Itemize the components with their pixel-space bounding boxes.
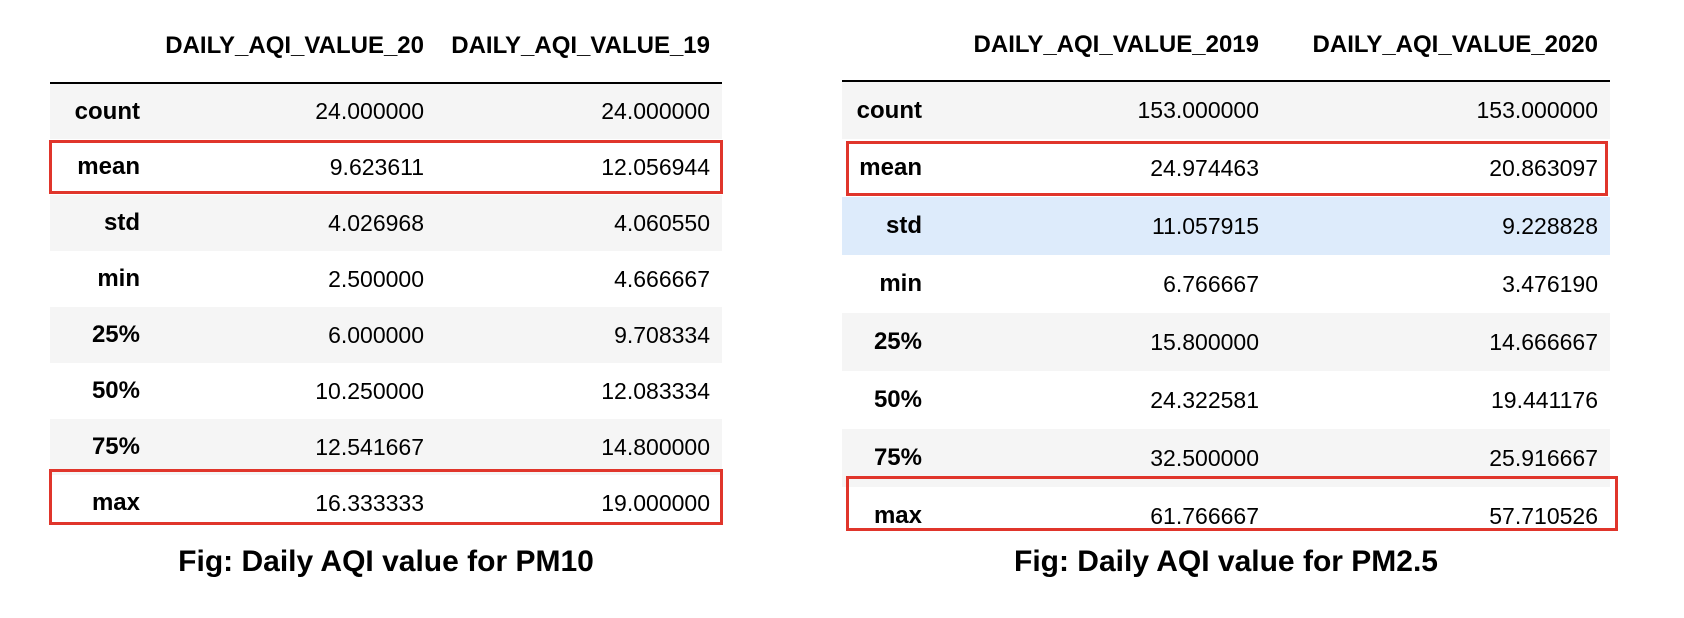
row-label: mean bbox=[859, 154, 922, 181]
column-header[interactable]: DAILY_AQI_VALUE_20 bbox=[150, 0, 436, 84]
table-cell: 57.710526 bbox=[1489, 502, 1598, 529]
pm25-stats-table: DAILY_AQI_VALUE_2019 DAILY_AQI_VALUE_202… bbox=[842, 0, 1610, 545]
row-label: mean bbox=[77, 153, 140, 180]
table-cell: 32.500000 bbox=[1150, 444, 1259, 471]
table-row-hovered[interactable]: std 11.057915 9.228828 bbox=[842, 197, 1610, 255]
row-label: std bbox=[104, 209, 140, 236]
table-cell: 10.250000 bbox=[315, 377, 424, 404]
table-cell: 6.766667 bbox=[1163, 270, 1259, 297]
table-cell: 24.974463 bbox=[1150, 154, 1259, 181]
row-label: count bbox=[856, 96, 922, 124]
table-cell: 12.541667 bbox=[315, 433, 424, 460]
row-label: min bbox=[879, 270, 922, 297]
table-cell: 4.026968 bbox=[328, 209, 424, 236]
pm25-caption: Fig: Daily AQI value for PM2.5 bbox=[1014, 545, 1438, 578]
table-row[interactable]: 25% 6.000000 9.708334 bbox=[50, 307, 722, 363]
table-header-row: DAILY_AQI_VALUE_2019 DAILY_AQI_VALUE_202… bbox=[842, 0, 1610, 82]
table-cell: 153.000000 bbox=[1476, 97, 1598, 123]
table-row[interactable]: count 153.000000 153.000000 bbox=[842, 81, 1610, 139]
row-label: max bbox=[873, 502, 922, 529]
table-cell: 4.666667 bbox=[614, 265, 710, 292]
row-label: std bbox=[886, 212, 922, 239]
table-row[interactable]: std 4.026968 4.060550 bbox=[50, 195, 722, 251]
table-row[interactable]: mean 24.974463 20.863097 bbox=[842, 139, 1610, 197]
table-cell: 19.441176 bbox=[1490, 386, 1598, 413]
table-cell: 24.322581 bbox=[1150, 386, 1259, 413]
table-row[interactable]: count 24.000000 24.000000 bbox=[50, 83, 722, 139]
table-row[interactable]: 75% 12.541667 14.800000 bbox=[50, 419, 722, 475]
table-cell: 11.057915 bbox=[1151, 212, 1259, 239]
table-cell: 9.708334 bbox=[614, 321, 710, 348]
table-cell: 9.228828 bbox=[1502, 212, 1598, 239]
table-row[interactable]: mean 9.623611 12.056944 bbox=[50, 139, 722, 195]
table-cell: 2.500000 bbox=[328, 265, 424, 292]
table-row[interactable]: max 61.766667 57.710526 bbox=[842, 487, 1610, 545]
table-cell: 16.333333 bbox=[315, 489, 424, 516]
row-label: 50% bbox=[873, 386, 922, 413]
table-cell: 61.766667 bbox=[1150, 502, 1259, 529]
table-cell: 20.863097 bbox=[1489, 154, 1598, 181]
row-label: min bbox=[97, 265, 140, 292]
table-cell: 6.000000 bbox=[328, 321, 424, 348]
table-header-row: DAILY_AQI_VALUE_20 DAILY_AQI_VALUE_19 bbox=[50, 0, 722, 84]
row-label: 25% bbox=[91, 321, 140, 348]
table-cell: 24.000000 bbox=[315, 98, 424, 124]
table-row[interactable]: min 2.500000 4.666667 bbox=[50, 251, 722, 307]
table-row[interactable]: min 6.766667 3.476190 bbox=[842, 255, 1610, 313]
row-label: count bbox=[74, 97, 140, 125]
pm10-caption: Fig: Daily AQI value for PM10 bbox=[178, 545, 594, 578]
row-label: 25% bbox=[873, 328, 922, 355]
table-cell: 12.083334 bbox=[601, 377, 710, 404]
table-cell: 4.060550 bbox=[614, 209, 710, 236]
row-label: 75% bbox=[91, 433, 140, 460]
table-row[interactable]: max 16.333333 19.000000 bbox=[50, 475, 722, 531]
row-label: 50% bbox=[91, 377, 140, 404]
pm10-stats-table: DAILY_AQI_VALUE_20 DAILY_AQI_VALUE_19 co… bbox=[50, 0, 722, 531]
table-cell: 9.623611 bbox=[329, 153, 424, 180]
table-cell: 15.800000 bbox=[1150, 328, 1259, 355]
index-header bbox=[842, 0, 932, 82]
table-cell: 3.476190 bbox=[1502, 270, 1598, 297]
column-header[interactable]: DAILY_AQI_VALUE_2020 bbox=[1271, 0, 1610, 82]
column-header[interactable]: DAILY_AQI_VALUE_19 bbox=[436, 0, 722, 84]
table-cell: 25.916667 bbox=[1489, 444, 1598, 471]
table-cell: 14.666667 bbox=[1489, 328, 1598, 355]
column-header[interactable]: DAILY_AQI_VALUE_2019 bbox=[932, 0, 1271, 82]
table-row[interactable]: 75% 32.500000 25.916667 bbox=[842, 429, 1610, 487]
row-label: 75% bbox=[873, 444, 922, 471]
table-cell: 12.056944 bbox=[601, 153, 710, 180]
row-label: max bbox=[91, 489, 140, 516]
table-row[interactable]: 25% 15.800000 14.666667 bbox=[842, 313, 1610, 371]
table-row[interactable]: 50% 24.322581 19.441176 bbox=[842, 371, 1610, 429]
table-cell: 153.000000 bbox=[1137, 97, 1259, 123]
table-cell: 19.000000 bbox=[601, 489, 710, 516]
table-cell: 14.800000 bbox=[601, 433, 710, 460]
table-row[interactable]: 50% 10.250000 12.083334 bbox=[50, 363, 722, 419]
index-header bbox=[50, 0, 150, 84]
table-cell: 24.000000 bbox=[601, 98, 710, 124]
